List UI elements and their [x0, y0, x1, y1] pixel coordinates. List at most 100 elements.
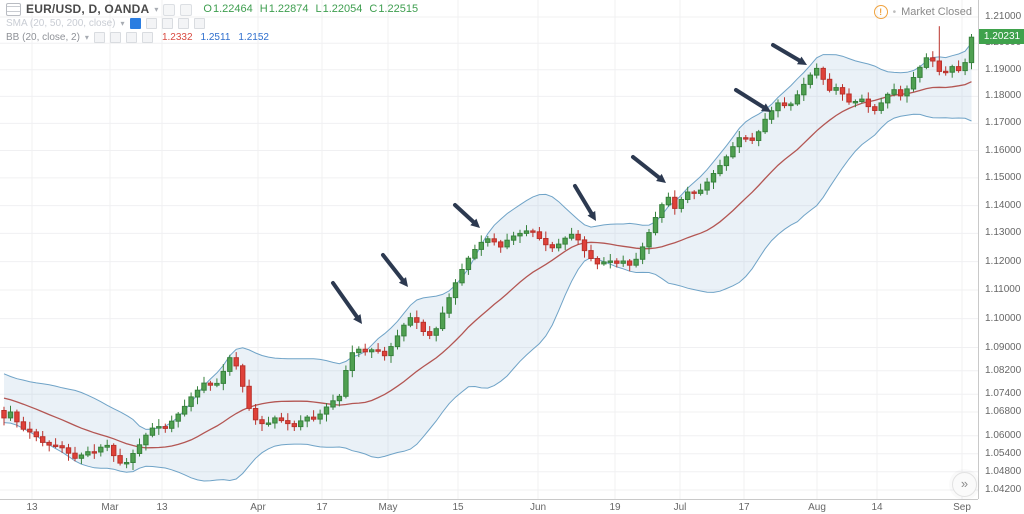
candle-body	[465, 257, 472, 271]
candle-body	[885, 93, 891, 104]
candle-body	[872, 106, 878, 111]
last-price-label: 1.20231	[979, 29, 1024, 45]
legend-more-icon[interactable]	[180, 3, 193, 16]
candle-body	[943, 70, 949, 74]
candle-body	[52, 444, 59, 448]
candle-body	[162, 426, 169, 429]
candle-body	[762, 118, 768, 133]
chevron-down-icon[interactable]: ▾	[154, 5, 159, 14]
low-label: L	[315, 3, 322, 15]
candle-body	[98, 446, 104, 453]
settings-icon[interactable]	[145, 18, 157, 29]
candle-body	[814, 67, 820, 76]
candle-body	[278, 417, 285, 422]
price-tick-label: 1.06800	[985, 406, 1022, 417]
visibility-icon[interactable]	[129, 18, 141, 29]
candle-body	[201, 382, 207, 391]
candle-body	[156, 426, 162, 429]
arrow-shaft	[381, 253, 405, 282]
arrow-head	[353, 314, 362, 324]
bb-lower-value: 1.2152	[238, 32, 269, 43]
arrow-shaft	[771, 43, 802, 63]
candle-body	[143, 434, 149, 446]
visibility-icon[interactable]	[93, 32, 105, 43]
candle-body	[369, 349, 375, 353]
close-value: C 1.22515	[369, 3, 418, 16]
arrow-shaft	[331, 281, 359, 319]
time-axis[interactable]: 13 Mar 13 Apr 17 May 15 Jun 19 Jul 17 Aug 14 Sep	[0, 499, 978, 514]
candle-body	[717, 165, 723, 175]
candle-body	[930, 57, 936, 62]
symbol-title[interactable]: EUR/USD, D, OANDA	[26, 2, 150, 16]
candle-body	[420, 321, 427, 332]
candle-body	[175, 413, 181, 422]
candle-body	[736, 137, 742, 148]
candle-body	[343, 370, 349, 397]
price-tick-label: 1.19000	[985, 63, 1022, 75]
open-label: O	[203, 3, 212, 15]
collapse-axis-button[interactable]: »	[952, 472, 977, 497]
chevron-down-icon[interactable]: ▾	[84, 33, 89, 42]
price-tick-label: 1.18000	[985, 90, 1022, 102]
candle-body	[149, 427, 156, 436]
candle-body	[781, 102, 788, 107]
candle-body	[743, 137, 749, 140]
candle-body	[691, 191, 697, 194]
candle-body	[194, 389, 201, 398]
candle-body	[723, 156, 730, 167]
time-tick-label: 14	[871, 502, 883, 513]
status-dot-icon: •	[892, 6, 897, 18]
price-tick-label: 1.14000	[985, 199, 1022, 211]
candle-body	[626, 260, 633, 266]
candle-body	[414, 317, 420, 323]
candle-body	[852, 101, 859, 104]
candle-body	[581, 239, 588, 252]
market-status-label: Market Closed	[901, 6, 972, 18]
candle-body	[575, 233, 581, 241]
candle-body	[775, 102, 781, 112]
arrow-head	[587, 211, 596, 221]
candle-body	[207, 382, 214, 386]
candle-body	[826, 78, 833, 91]
candle-body	[955, 66, 962, 72]
delete-icon[interactable]	[193, 18, 205, 29]
candle-body	[659, 204, 665, 218]
bb-indicator-label[interactable]: BB (20, close, 2)	[6, 32, 80, 43]
candle-body	[962, 62, 968, 72]
candle-body	[607, 260, 613, 263]
candle-body	[704, 181, 710, 191]
symbol-menu-icon[interactable]	[6, 3, 21, 16]
more-icon[interactable]	[125, 32, 137, 43]
delete-icon[interactable]	[141, 32, 153, 43]
low-value: L 1.22054	[315, 3, 362, 16]
candle-body	[362, 348, 368, 353]
candle-body	[846, 93, 852, 103]
price-tick-label: 1.09000	[985, 341, 1022, 353]
arrow-head	[761, 103, 771, 112]
candle-body	[375, 349, 381, 352]
source-icon[interactable]	[161, 18, 173, 29]
candle-body	[310, 416, 317, 420]
candle-body	[678, 199, 684, 209]
arrow-head	[797, 56, 807, 65]
settings-icon[interactable]	[109, 32, 121, 43]
candle-body	[78, 454, 85, 459]
price-axis[interactable]: 1.20231 1.210001.200001.190001.180001.17…	[978, 0, 1024, 499]
candle-body	[7, 411, 14, 419]
candles	[1, 26, 975, 470]
candle-body	[801, 83, 807, 96]
candle-body	[807, 74, 813, 85]
more-icon[interactable]	[177, 18, 189, 29]
legend-visibility-icon[interactable]	[163, 3, 176, 16]
candle-body	[949, 66, 955, 73]
close-label: C	[369, 3, 378, 15]
candle-body	[588, 250, 594, 260]
chevron-down-icon[interactable]: ▾	[120, 19, 125, 28]
candle-body	[459, 269, 465, 284]
ma-indicator-label[interactable]: SMA (20, 50, 200, close)	[6, 18, 116, 29]
candle-body	[491, 238, 497, 243]
alert-icon[interactable]: !	[873, 5, 888, 19]
bollinger-lower-line	[3, 113, 972, 482]
